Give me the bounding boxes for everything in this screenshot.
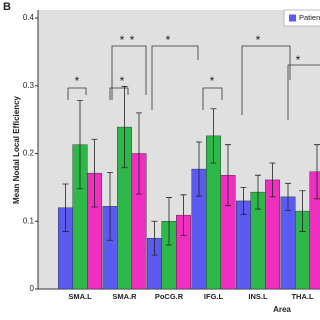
significance-mark: * <box>210 74 215 88</box>
significance-mark: * <box>120 33 125 47</box>
error-bar <box>136 112 142 195</box>
x-tick-label: IFG.L <box>204 292 224 301</box>
error-bar <box>107 172 113 241</box>
error-bar <box>240 186 247 215</box>
significance-mark: * <box>130 33 135 47</box>
error-bar <box>269 162 276 198</box>
x-tick-label: THA.L <box>291 292 313 301</box>
error-bar <box>225 144 231 207</box>
significance-mark: * <box>75 74 80 88</box>
error-bar <box>151 220 158 256</box>
legend-label: Patien <box>299 13 320 22</box>
x-tick-label: PoCG.R <box>155 292 184 301</box>
x-tick-label: SMA.L <box>68 292 92 301</box>
x-tick-label: INS.L <box>248 292 268 301</box>
x-tick-label: SMA.R <box>112 292 137 301</box>
error-bar <box>210 108 217 164</box>
y-tick-label: 0.3 <box>23 81 35 90</box>
error-bar <box>196 141 202 197</box>
legend-swatch <box>289 14 296 22</box>
error-bar <box>285 182 291 211</box>
error-bar <box>166 197 172 246</box>
bar <box>309 171 320 290</box>
x-axis-label: Area <box>273 305 291 314</box>
error-bar <box>121 86 128 169</box>
y-tick-label: 0 <box>30 284 35 293</box>
y-tick-label: 0.4 <box>23 13 35 22</box>
significance-mark: * <box>296 53 301 67</box>
error-bar <box>77 100 83 190</box>
significance-mark: * <box>120 74 125 88</box>
panel-label: B <box>3 1 11 13</box>
error-bar <box>62 183 69 232</box>
error-bar <box>91 138 98 208</box>
error-bar <box>255 174 261 210</box>
significance-brackets <box>67 45 320 120</box>
y-tick-label: 0.1 <box>23 216 35 225</box>
error-bar <box>314 144 320 200</box>
significance-mark: * <box>256 33 261 47</box>
legend-box <box>283 9 320 27</box>
significance-mark: * <box>166 33 171 47</box>
error-bar <box>299 190 306 232</box>
error-bar <box>180 194 187 236</box>
y-tick-label: 0.2 <box>23 149 35 158</box>
y-axis-label: Mean Nodal Local Efficiency <box>12 95 21 204</box>
